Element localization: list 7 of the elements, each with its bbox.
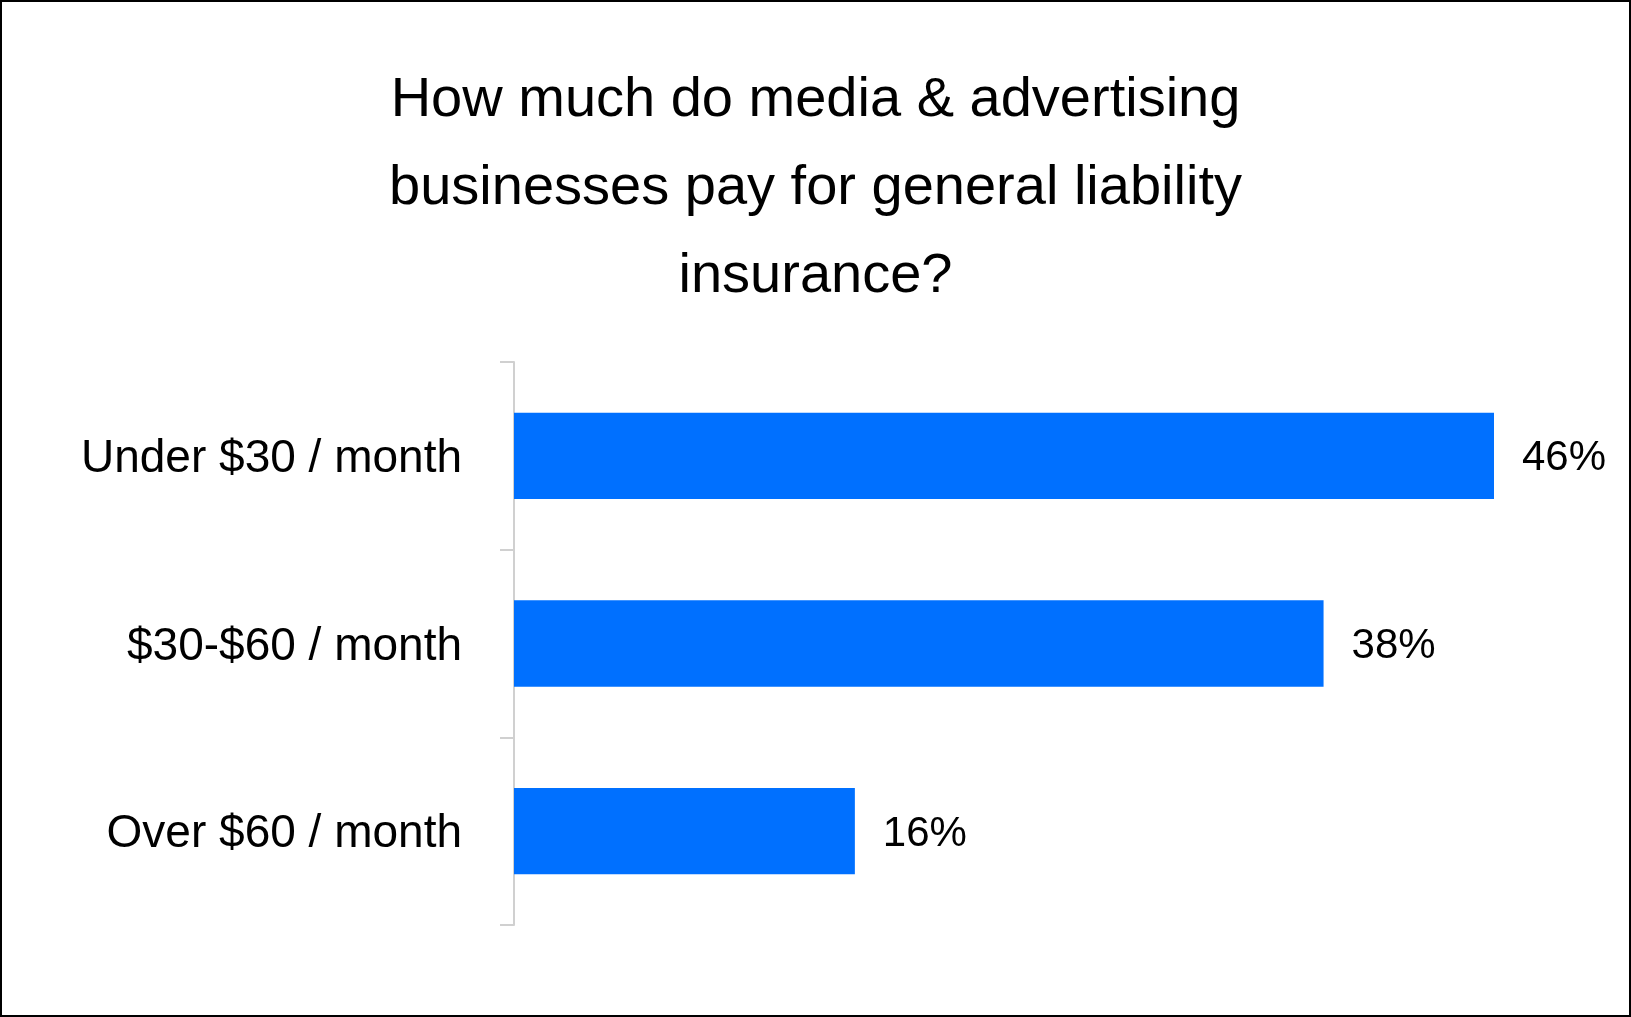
chart-title: How much do media & advertising businesses pay for general liability insurance? bbox=[389, 64, 1242, 304]
data-label: 38% bbox=[1351, 620, 1436, 667]
y-tick-label: Over $60 / month bbox=[106, 805, 462, 858]
y-tick-label: $30-$60 / month bbox=[126, 617, 462, 670]
data-label: 16% bbox=[882, 807, 967, 855]
data-label: 46% bbox=[1522, 432, 1607, 480]
y-tick-label: Under $30 / month bbox=[80, 429, 462, 482]
